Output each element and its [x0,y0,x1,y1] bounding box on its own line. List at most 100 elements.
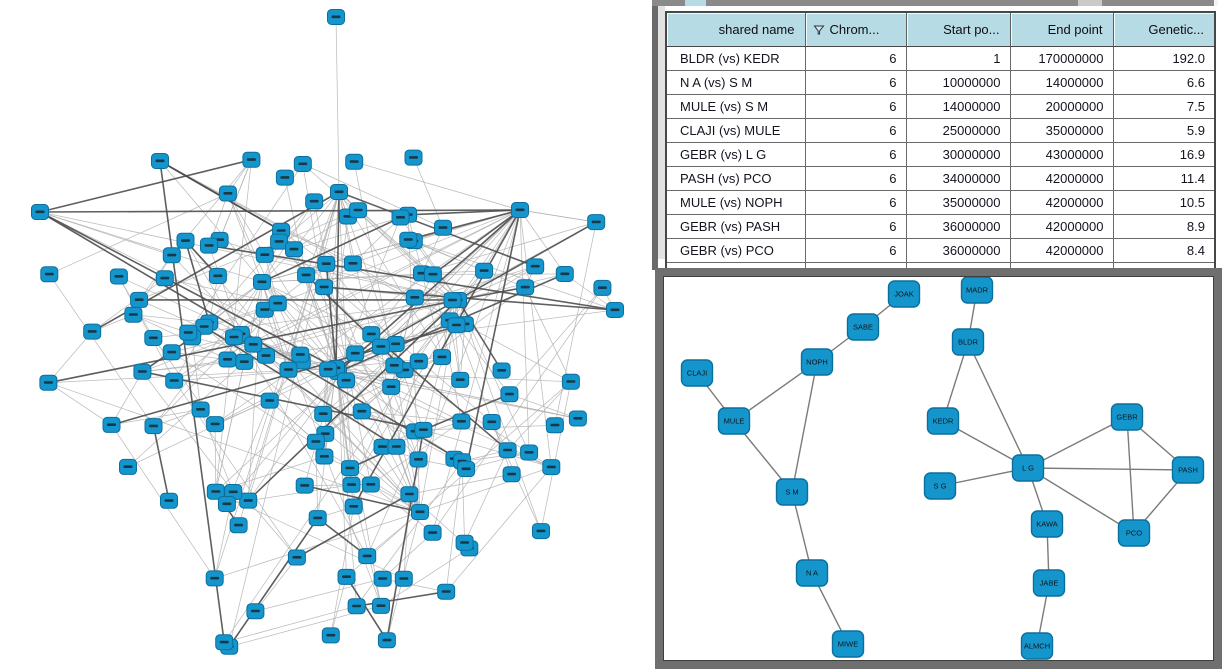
table-row[interactable]: PASH (vs) PCO 6 34000000 42000000 11.4 [666,166,1215,191]
network-node[interactable] [337,568,356,585]
network-node[interactable] [306,433,325,450]
network-edge[interactable] [325,263,421,513]
network-node[interactable] [391,209,410,226]
network-node[interactable] [242,151,261,168]
network-node[interactable] [319,361,338,378]
network-edge[interactable] [208,245,242,335]
network-edge[interactable] [39,211,263,283]
network-edge[interactable] [185,240,421,513]
network-edge[interactable] [456,324,510,395]
network-edge[interactable] [187,163,304,333]
network-node[interactable] [144,418,163,435]
network-edge[interactable] [255,578,383,612]
network-node[interactable] [308,510,327,527]
network-node[interactable] [358,548,377,565]
network-edge[interactable] [224,605,357,643]
table-cell[interactable]: 6 [805,142,907,167]
network-node[interactable] [409,451,428,468]
network-node[interactable] [400,486,419,503]
network-edge[interactable] [445,466,552,592]
table-cell[interactable]: 6 [805,46,907,71]
network-node[interactable] [341,460,359,477]
table-cell[interactable]: 6 [805,94,907,119]
table-cell[interactable]: PASH (vs) PCO [666,166,806,191]
network-edge[interactable] [200,409,234,493]
network-edge[interactable] [264,309,289,370]
network-node[interactable] [205,570,224,587]
network-edge[interactable] [421,221,597,274]
network-edge[interactable] [111,409,201,426]
network-node[interactable] [520,444,539,461]
network-node[interactable]: CLAJI [680,359,714,387]
scrollbar-thumb[interactable] [1078,0,1102,6]
network-node[interactable] [345,153,364,170]
network-edge[interactable] [445,461,463,592]
network-edge[interactable] [432,274,462,422]
network-node[interactable] [492,362,511,379]
network-node[interactable] [321,627,340,644]
network-node[interactable]: JABE [1032,569,1066,597]
network-node[interactable] [511,202,529,218]
network-edge[interactable] [215,281,263,492]
network-edge[interactable] [159,160,337,369]
network-edge[interactable] [214,400,270,425]
network-edge[interactable] [152,425,170,501]
network-edge[interactable] [293,191,340,250]
network-node[interactable] [317,255,336,272]
network-node[interactable] [457,461,476,477]
network-edge[interactable] [413,157,444,228]
network-edge[interactable] [791,361,818,493]
table-cell[interactable]: 43000000 [1010,142,1114,167]
network-node[interactable] [373,570,392,587]
network-node[interactable] [346,345,365,362]
network-node[interactable] [433,349,451,366]
network-edge[interactable] [48,382,112,426]
network-node[interactable] [255,246,274,263]
network-edge[interactable] [366,429,424,557]
panel-divider[interactable] [652,0,658,270]
network-edge[interactable] [39,159,252,213]
table-row[interactable]: BLDR (vs) KEDR 6 1 170000000 192.0 [666,46,1215,71]
table-cell[interactable]: 192.0 [1113,46,1215,71]
column-header-chrom[interactable]: Chrom... [805,12,907,47]
network-node[interactable]: GEBR [1110,403,1144,431]
network-node[interactable] [218,185,237,202]
network-node[interactable] [162,247,181,264]
network-edge[interactable] [337,209,521,373]
table-cell[interactable]: 6 [805,166,907,191]
network-node[interactable] [224,484,243,500]
network-node[interactable] [404,149,423,166]
table-cell[interactable]: 42000000 [1010,166,1114,191]
network-edge[interactable] [284,177,307,276]
table-cell[interactable]: 8.9 [1113,214,1215,239]
network-node[interactable] [314,405,333,422]
network-node[interactable] [451,371,470,388]
network-edge[interactable] [564,273,616,311]
network-node[interactable] [31,204,49,220]
table-cell[interactable]: 42000000 [1010,214,1114,239]
network-edge[interactable] [382,578,447,593]
network-edge[interactable] [91,277,166,332]
network-node[interactable] [526,258,545,275]
network-node[interactable] [516,279,535,296]
network-node[interactable] [475,262,494,279]
network-edge[interactable] [191,337,201,410]
network-edge[interactable] [370,333,509,451]
table-cell[interactable]: N A (vs) S M [666,70,806,95]
network-node[interactable] [297,267,316,284]
network-node[interactable] [411,504,429,520]
network-edge[interactable] [153,281,263,427]
network-edge[interactable] [382,532,433,579]
network-edge[interactable] [227,209,521,360]
network-edge[interactable] [338,191,354,264]
network-node[interactable] [587,214,606,231]
table-cell[interactable]: MULE (vs) NOPH [666,190,806,215]
table-row[interactable]: MULE (vs) NOPH 6 35000000 42000000 10.5 [666,190,1215,215]
network-node[interactable] [229,517,248,534]
network-edge[interactable] [261,274,433,283]
network-node[interactable] [270,233,289,250]
network-node[interactable]: NOPH [800,348,834,376]
network-edge[interactable] [419,381,572,513]
network-edge[interactable] [296,493,410,559]
network-node[interactable] [151,153,169,169]
